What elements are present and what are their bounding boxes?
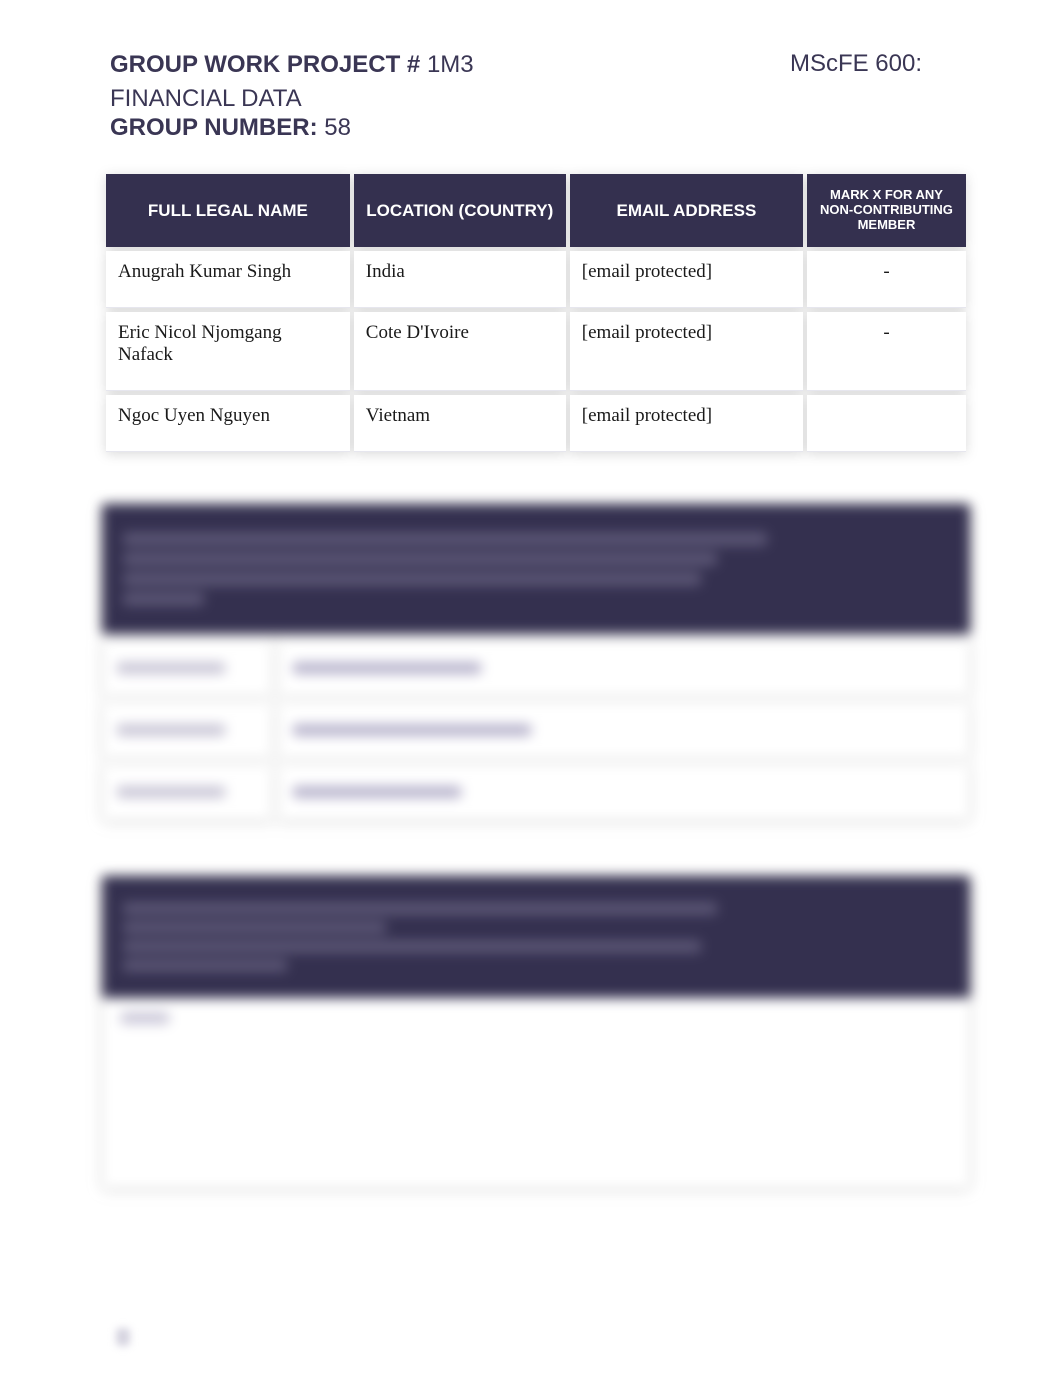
- course-code: MScFE 600:: [790, 50, 962, 78]
- header-left: GROUP WORK PROJECT # 1M3: [110, 50, 474, 80]
- document-page: GROUP WORK PROJECT # 1M3 MScFE 600: FINA…: [0, 0, 1062, 1386]
- members-table-head: FULL LEGAL NAME LOCATION (COUNTRY) EMAIL…: [106, 174, 966, 247]
- blurred-notes-section: [102, 876, 970, 1188]
- blurred-header: [102, 504, 970, 634]
- blurred-notes-body: [102, 998, 970, 1188]
- header-row: GROUP WORK PROJECT # 1M3 MScFE 600:: [110, 50, 962, 80]
- project-label: GROUP WORK PROJECT #: [110, 51, 420, 78]
- members-table: FULL LEGAL NAME LOCATION (COUNTRY) EMAIL…: [102, 170, 970, 456]
- footer-space: [110, 1188, 962, 1328]
- cell-email: [email protected]: [570, 251, 803, 308]
- members-table-wrap: FULL LEGAL NAME LOCATION (COUNTRY) EMAIL…: [102, 170, 970, 456]
- blurred-integrity-section: [102, 504, 970, 820]
- group-number-value: 58: [324, 114, 351, 141]
- col-email: EMAIL ADDRESS: [570, 174, 803, 247]
- cell-location: India: [354, 251, 566, 308]
- cell-email: [email protected]: [570, 312, 803, 391]
- table-row: Eric Nicol Njomgang Nafack Cote D'Ivoire…: [106, 312, 966, 391]
- project-value: 1M3: [427, 51, 474, 78]
- cell-email: [email protected]: [570, 395, 803, 452]
- table-row: Ngoc Uyen Nguyen Vietnam [email protecte…: [106, 395, 966, 452]
- col-name: FULL LEGAL NAME: [106, 174, 350, 247]
- col-location: LOCATION (COUNTRY): [354, 174, 566, 247]
- cell-name: Ngoc Uyen Nguyen: [106, 395, 350, 452]
- blurred-row: [102, 702, 970, 758]
- cell-mark: -: [807, 251, 966, 308]
- cell-location: Cote D'Ivoire: [354, 312, 566, 391]
- cell-location: Vietnam: [354, 395, 566, 452]
- blurred-rows: [102, 640, 970, 820]
- cell-mark: -: [807, 312, 966, 391]
- course-subtitle: FINANCIAL DATA: [110, 84, 962, 114]
- blurred-row: [102, 764, 970, 820]
- members-table-body: Anugrah Kumar Singh India [email protect…: [106, 251, 966, 452]
- cell-name: Anugrah Kumar Singh: [106, 251, 350, 308]
- page-number-blurred: [116, 1328, 130, 1346]
- col-mark: MARK X FOR ANY NON-CONTRIBUTING MEMBER: [807, 174, 966, 247]
- cell-mark: [807, 395, 966, 452]
- blurred-row: [102, 640, 970, 696]
- cell-name: Eric Nicol Njomgang Nafack: [106, 312, 350, 391]
- group-number-label: GROUP NUMBER:: [110, 114, 318, 141]
- blurred-notes-header: [102, 876, 970, 998]
- group-number-line: GROUP NUMBER: 58: [110, 114, 962, 142]
- table-row: Anugrah Kumar Singh India [email protect…: [106, 251, 966, 308]
